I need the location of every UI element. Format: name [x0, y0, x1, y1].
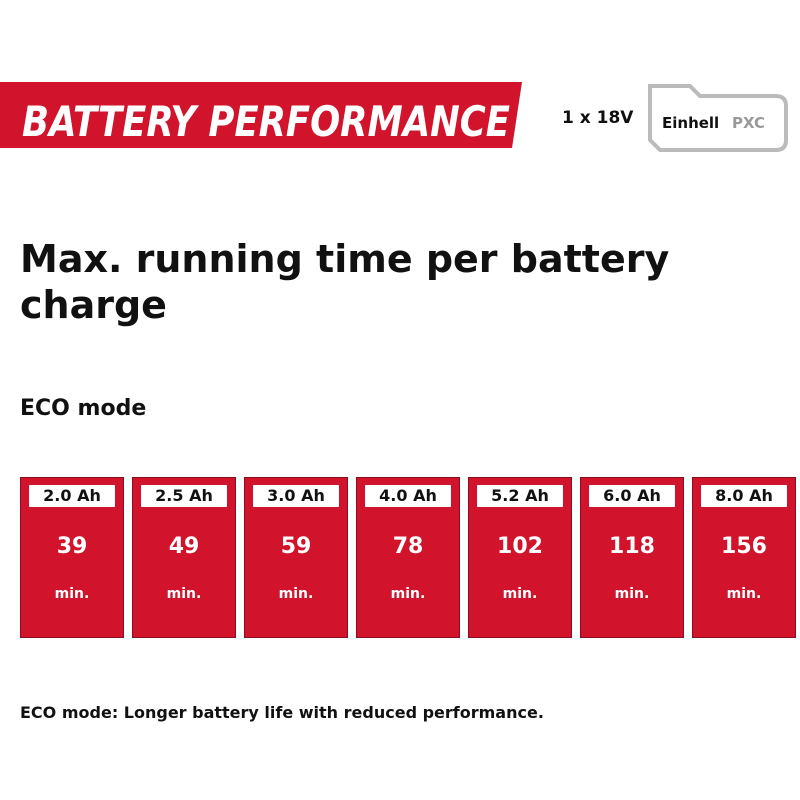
title: Max. running time per battery charge: [20, 237, 670, 327]
battery-outline: [648, 84, 788, 152]
mode: ECO mode: [20, 396, 147, 421]
brand: Einhell: [662, 114, 719, 132]
running-time: 102: [497, 534, 543, 559]
capacity: 8.0 Ah: [701, 485, 787, 507]
banner-title: BATTERY PERFORMANCE: [22, 97, 510, 146]
unit: min.: [614, 586, 650, 602]
unit: min.: [390, 586, 426, 602]
card: 5.2 Ah 102 min.: [468, 477, 572, 638]
card: 2.5 Ah 49 min.: [132, 477, 236, 638]
footnote: ECO mode: Longer battery life with reduc…: [20, 703, 544, 722]
card: 6.0 Ah 118 min.: [580, 477, 684, 638]
running-time: 39: [56, 534, 88, 559]
capacity: 3.0 Ah: [253, 485, 339, 507]
product-line: PXC: [732, 114, 765, 132]
unit: min.: [166, 586, 202, 602]
card: 4.0 Ah 78 min.: [356, 477, 460, 638]
header: BATTERY PERFORMANCE 1 x 18V Einhell PXC: [0, 82, 788, 152]
card: 8.0 Ah 156 min.: [692, 477, 796, 638]
banner: [0, 82, 522, 148]
unit: min.: [726, 586, 762, 602]
capacity: 2.0 Ah: [29, 485, 115, 507]
card: 3.0 Ah 59 min.: [244, 477, 348, 638]
unit: min.: [278, 586, 314, 602]
capacity: 2.5 Ah: [141, 485, 227, 507]
running-time: 118: [609, 534, 655, 559]
running-time: 78: [392, 534, 424, 559]
cards: 2.0 Ah 39 min. 2.5 Ah 49 min. 3.0 Ah 59 min. 4.0 …: [20, 477, 796, 638]
running-time: 59: [280, 534, 312, 559]
unit: min.: [502, 586, 538, 602]
capacity: 4.0 Ah: [365, 485, 451, 507]
capacity: 6.0 Ah: [589, 485, 675, 507]
unit: min.: [54, 586, 90, 602]
battery-count: 1 x 18V: [562, 108, 634, 128]
capacity: 5.2 Ah: [477, 485, 563, 507]
running-time: 49: [168, 534, 200, 559]
running-time: 156: [721, 534, 767, 559]
card: 2.0 Ah 39 min.: [20, 477, 124, 638]
